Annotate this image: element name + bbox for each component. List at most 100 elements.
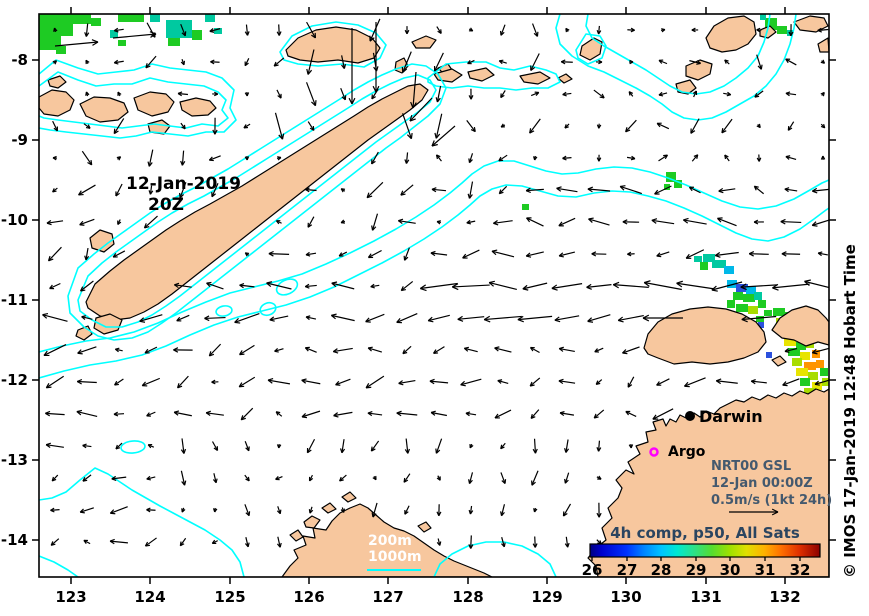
arrow-head [114, 30, 119, 33]
arrow-head [306, 68, 309, 75]
arrow-head [466, 222, 472, 225]
arrow-head [400, 190, 404, 196]
contour-shelf-sw-2 [39, 555, 79, 577]
current-arrow [711, 281, 743, 292]
arrow-head [469, 444, 474, 449]
current-arrow [370, 440, 380, 452]
sst-cell [812, 382, 822, 390]
arrow-shaft [307, 121, 315, 131]
arrow-head [429, 378, 435, 382]
arrow-shaft [715, 251, 739, 257]
arrow-head [696, 60, 701, 64]
arrow-head [82, 479, 88, 482]
arrow-head [406, 29, 410, 35]
current-arrow [685, 249, 705, 259]
arrow-head [741, 315, 748, 321]
arrow-head [177, 92, 183, 97]
arrow-head [438, 511, 442, 517]
current-arrow-strong [431, 125, 456, 147]
arrow-shaft [464, 347, 478, 353]
lon-tick-label: 124 [134, 588, 165, 606]
sst-cell [214, 28, 222, 34]
arrow-head [239, 282, 245, 286]
arrow-head [183, 124, 186, 130]
arrow-head [431, 188, 437, 193]
contour-timor-outer [67, 63, 447, 341]
land-alor-2 [79, 96, 129, 123]
arrow-shaft [306, 21, 316, 39]
sst-cell [743, 294, 755, 302]
arrow-shaft [522, 282, 548, 290]
current-arrow [145, 55, 157, 69]
sst-cell [110, 30, 118, 38]
current-arrow [781, 251, 801, 257]
current-arrow [564, 472, 570, 484]
current-arrow [723, 91, 732, 97]
current-arrow [627, 251, 635, 257]
arrow-head [181, 481, 186, 486]
sst-cell [73, 14, 91, 24]
arrow-shaft [751, 380, 767, 384]
current-arrow [468, 153, 474, 164]
sst-cell [792, 358, 802, 366]
arrow-shaft [46, 220, 64, 224]
arrow-head [656, 381, 660, 386]
current-arrow [274, 348, 284, 353]
arrow-head [275, 220, 280, 225]
arrow-head [812, 190, 818, 194]
arrow-head [343, 63, 347, 69]
arrow-head [628, 91, 631, 96]
arrow-head [554, 319, 561, 323]
arrow-shaft [497, 380, 509, 384]
arrow-shaft [428, 314, 450, 322]
arrow-shaft [76, 410, 98, 418]
current-arrow [208, 343, 222, 357]
sst-cell [666, 172, 676, 182]
arrow-shaft [654, 185, 672, 195]
arrow-head [368, 346, 373, 349]
current-arrow [340, 188, 346, 193]
land-leti-4 [557, 73, 573, 84]
arrow-shaft [269, 315, 289, 321]
arrow-head [268, 253, 274, 257]
arrow-shaft [500, 90, 506, 98]
current-arrow [587, 314, 611, 323]
current-arrow [525, 251, 544, 258]
arrow-shaft [144, 346, 158, 354]
current-arrow [367, 346, 383, 353]
arrow-head [146, 509, 151, 513]
current-arrow [139, 314, 163, 323]
arrow-head [309, 509, 314, 514]
arrow-shaft [146, 411, 156, 417]
current-arrow [275, 220, 282, 225]
sst-cell [822, 378, 829, 386]
arrow-head [758, 157, 762, 162]
colorbar-tick-label: 29 [686, 561, 707, 579]
arrow-head [330, 314, 336, 320]
current-arrow-strong [372, 22, 380, 93]
arrow-head [500, 446, 505, 450]
arrow-head [150, 33, 157, 38]
land-leti-2 [467, 67, 495, 82]
land-tanimbar-2 [685, 59, 713, 81]
current-arrow [468, 27, 474, 32]
arrow-head [469, 194, 473, 199]
sst-cell [808, 372, 818, 380]
lat-tick-label: -12 [1, 371, 28, 389]
arrow-head [311, 34, 316, 39]
current-arrow [714, 251, 739, 258]
current-arrow [212, 91, 219, 97]
current-arrow-strong [54, 39, 99, 47]
arrow-head [180, 449, 185, 454]
arrow-head [331, 281, 338, 284]
current-arrow [788, 24, 794, 37]
current-arrow [113, 27, 124, 33]
arrow-shaft [370, 284, 380, 288]
current-arrow [305, 315, 317, 321]
arrow-shaft [588, 218, 610, 226]
arrow-head [404, 511, 409, 515]
arrow-head [114, 348, 119, 353]
arrow-shaft [266, 282, 292, 290]
arrow-shaft [176, 314, 190, 322]
arrow-head [429, 380, 435, 385]
